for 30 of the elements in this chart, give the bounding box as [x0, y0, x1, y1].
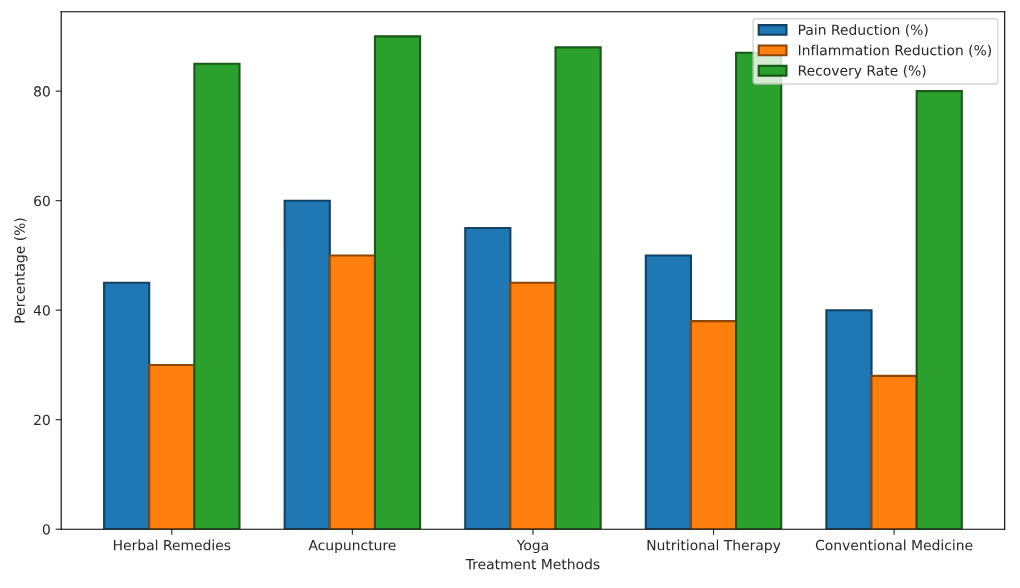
x-tick-label: Yoga: [516, 540, 548, 554]
y-axis-title: Percentage (%): [14, 218, 28, 323]
bar: [148, 363, 196, 530]
bar: [373, 35, 422, 530]
bar: [464, 227, 512, 530]
bar: [328, 254, 376, 530]
bar: [825, 309, 873, 530]
x-tick-label: Herbal Remedies: [113, 539, 231, 551]
x-tick-label: Acupuncture: [308, 540, 396, 554]
x-tick-label: Conventional Medicine: [815, 539, 973, 551]
bar: [103, 281, 151, 530]
legend-label: Pain Reduction (%): [798, 24, 928, 37]
bar: [870, 374, 918, 530]
bar: [554, 46, 602, 530]
y-tick-label: 20: [34, 414, 50, 426]
bar: [735, 51, 783, 530]
x-axis-title: Treatment Methods: [465, 558, 600, 570]
y-tick-label: 60: [34, 195, 50, 207]
bar: [193, 62, 241, 530]
y-tick-label: 80: [34, 86, 50, 97]
bar: [283, 199, 331, 530]
y-tick-label: 40: [33, 305, 50, 316]
y-tick-label: 0: [42, 524, 50, 535]
legend-label: Recovery Rate (%): [798, 65, 926, 79]
legend-label: Inflammation Reduction (%): [798, 44, 992, 58]
bar: [509, 281, 557, 530]
bar: [915, 90, 963, 530]
x-tick-label: Nutritional Therapy: [647, 539, 781, 554]
bar: [689, 320, 738, 530]
bar: [644, 254, 692, 530]
